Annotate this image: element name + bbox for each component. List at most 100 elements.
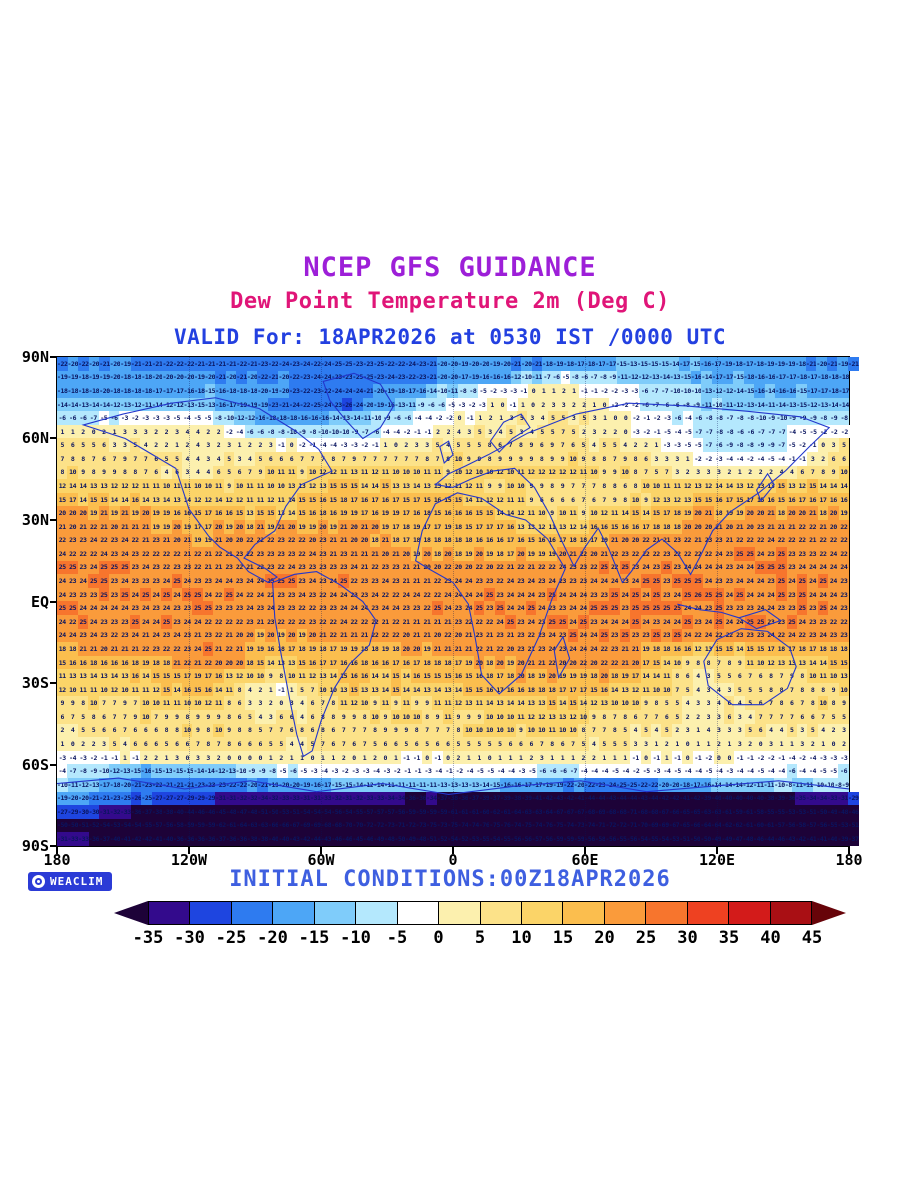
dewpoint-value-cell: -42 (299, 832, 311, 846)
dewpoint-value-cell: 24 (828, 574, 839, 588)
dewpoint-value-cell: -18 (141, 384, 152, 398)
dewpoint-value-cell: -18 (394, 384, 405, 398)
dewpoint-value-cell: -21 (99, 791, 110, 806)
colorbar-segment (603, 902, 646, 924)
dewpoint-value-cell: 21 (275, 519, 287, 534)
dewpoint-value-cell: 3 (558, 397, 569, 412)
dewpoint-value-cell: 18 (463, 533, 474, 548)
dewpoint-value-cell: 24 (578, 587, 589, 602)
dewpoint-value-cell: 12 (598, 506, 610, 520)
dewpoint-value-cell: 13 (400, 479, 412, 493)
dewpoint-value-cell: -20 (436, 370, 448, 385)
dewpoint-value-cell: 15 (255, 506, 266, 520)
dewpoint-value-cell: 23 (67, 533, 78, 548)
dewpoint-value-cell: 18 (567, 533, 579, 548)
dewpoint-value-cell: 23 (786, 560, 797, 575)
dewpoint-value-cell: 15 (161, 682, 172, 697)
dewpoint-value-cell: 18 (432, 547, 443, 561)
dewpoint-value-cell: 15 (473, 506, 485, 520)
dewpoint-value-cell: 23 (234, 601, 245, 615)
dewpoint-value-cell: 23 (515, 642, 526, 656)
dewpoint-value-cell: -24 (278, 357, 289, 371)
dewpoint-value-cell: 21 (453, 642, 464, 656)
dewpoint-value-cell: -1 (369, 438, 381, 453)
dewpoint-value-cell: -6 (244, 424, 256, 439)
dewpoint-value-cell: 10 (67, 465, 78, 480)
dewpoint-value-cell: 6 (734, 669, 745, 683)
dewpoint-value-cell: 19 (536, 547, 547, 561)
dewpoint-value-cell: 23 (286, 601, 297, 615)
dewpoint-value-cell: -51 (848, 818, 859, 833)
dewpoint-value-cell: 8 (630, 465, 641, 480)
dewpoint-value-cell: 19 (296, 628, 308, 643)
dewpoint-value-cell: -3 (348, 438, 360, 453)
dewpoint-value-cell: 4 (67, 723, 78, 738)
dewpoint-value-cell: 24 (505, 587, 516, 602)
dewpoint-value-cell: 18 (296, 642, 308, 656)
dewpoint-value-cell: -17 (742, 357, 753, 371)
dewpoint-value-cell: 8 (202, 737, 214, 751)
dewpoint-value-cell: 23 (255, 601, 266, 615)
dewpoint-value-cell: -24 (341, 384, 353, 398)
dewpoint-value-cell: 25 (671, 574, 683, 588)
dewpoint-value-cell: 21 (400, 574, 412, 588)
dewpoint-value-cell: 8 (609, 479, 620, 493)
dewpoint-value-cell: -54 (320, 805, 332, 819)
dewpoint-value-cell: 10 (473, 465, 485, 480)
dewpoint-value-cell: -8 (834, 777, 842, 792)
dewpoint-value-cell: 10 (192, 696, 203, 711)
dewpoint-value-cell: 2 (432, 424, 444, 439)
dewpoint-value-cell: 16 (338, 655, 349, 670)
dewpoint-value-cell: 18 (661, 642, 672, 656)
axis-tick (50, 763, 57, 766)
dewpoint-value-cell: -66 (278, 818, 289, 833)
dewpoint-value-cell: 22 (776, 628, 787, 643)
dewpoint-value-cell: 4 (244, 682, 256, 697)
dewpoint-value-cell: 7 (661, 465, 672, 480)
dewpoint-value-cell: 21 (598, 547, 610, 561)
dewpoint-value-cell: 23 (651, 560, 662, 575)
dewpoint-value-cell: 20 (234, 655, 245, 670)
dewpoint-value-cell: 8 (515, 438, 526, 453)
weaclim-badge: WEACLIM (28, 872, 113, 891)
dewpoint-value-cell: -1 (692, 750, 704, 765)
dewpoint-value-cell: 24 (182, 614, 193, 629)
dewpoint-value-cell: 3 (265, 438, 276, 453)
dewpoint-value-cell: 18 (817, 642, 829, 656)
dewpoint-value-cell: 14 (286, 506, 297, 520)
dewpoint-value-cell: -59 (183, 818, 194, 833)
dewpoint-value-cell: 7 (796, 696, 808, 711)
dewpoint-value-cell: 22 (671, 547, 683, 561)
dewpoint-value-cell: 8 (421, 452, 433, 466)
dewpoint-value-cell: 20 (348, 533, 360, 548)
dewpoint-value-cell: 25 (609, 601, 620, 615)
dewpoint-value-cell: 25 (682, 587, 693, 602)
dewpoint-value-cell: -37 (141, 805, 152, 819)
dewpoint-value-cell: 3 (692, 696, 704, 711)
dewpoint-value-cell: 0 (88, 424, 99, 439)
dewpoint-value-cell: -20 (362, 397, 374, 412)
dewpoint-value-cell: 16 (129, 669, 141, 683)
dewpoint-value-cell: -10 (669, 384, 681, 398)
dewpoint-value-cell: 7 (317, 452, 328, 466)
dewpoint-value-cell: 12 (223, 492, 235, 507)
dewpoint-value-cell: 9 (536, 479, 547, 493)
dewpoint-value-cell: 22 (682, 547, 693, 561)
dewpoint-value-cell: 13 (536, 696, 547, 711)
dewpoint-value-cell: -63 (531, 805, 543, 819)
dewpoint-value-cell: -23 (215, 777, 226, 792)
dewpoint-value-cell: -5 (797, 424, 808, 439)
dewpoint-value-cell: 10 (651, 479, 662, 493)
dewpoint-value-cell: -3 (350, 764, 361, 778)
dewpoint-value-cell: 24 (119, 533, 130, 548)
dewpoint-value-cell: 20 (567, 655, 579, 670)
dewpoint-value-cell: 17 (807, 642, 818, 656)
dewpoint-value-cell: -15 (331, 777, 342, 792)
dewpoint-value-cell: -19 (267, 384, 279, 398)
dewpoint-value-cell: -36 (225, 832, 237, 846)
dewpoint-value-cell: 19 (338, 506, 349, 520)
dewpoint-value-cell: 6 (630, 710, 641, 724)
dewpoint-value-cell: 4 (526, 424, 537, 439)
dewpoint-value-cell: -33 (826, 791, 838, 806)
dewpoint-value-cell: 24 (828, 587, 839, 602)
